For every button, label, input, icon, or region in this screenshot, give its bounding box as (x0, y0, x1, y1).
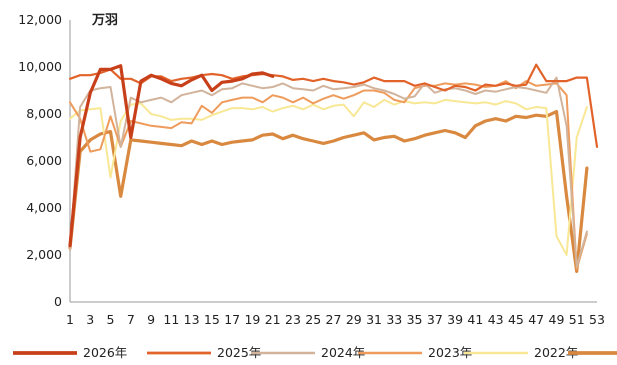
y-axis: 0 2,000 4,000 6,000 8,000 10,000 12,000 (18, 12, 71, 309)
y-tick-label: 2,000 (26, 247, 62, 262)
x-tick-label: 25 (305, 312, 321, 327)
x-tick-label: 1 (66, 312, 74, 327)
legend: 2026年2025年2024年2023年2022年2021年 (13, 345, 617, 360)
x-tick-label: 33 (386, 312, 402, 327)
x-tick-label: 29 (346, 312, 362, 327)
series-line-4 (69, 80, 588, 271)
series-line-3 (69, 76, 588, 268)
x-axis: 1 3 5 7 9 11 13 15 17 19 21 23 25 27 29 31 33 35 37 39 41 43 4… (66, 301, 605, 327)
x-tick-label: 11 (163, 312, 179, 327)
x-tick-label: 9 (147, 312, 155, 327)
legend-label: 2022年 (534, 345, 578, 360)
series-line-5 (69, 98, 588, 256)
y-tick-label: 12,000 (18, 12, 62, 27)
unit-label: 万羽 (91, 13, 118, 28)
y-tick-label: 4,000 (26, 200, 62, 215)
x-tick-label: 5 (107, 312, 115, 327)
x-tick-label: 43 (488, 312, 504, 327)
x-tick-label: 21 (265, 312, 281, 327)
x-tick-label: 53 (589, 312, 605, 327)
legend-label: 2025年 (217, 345, 261, 360)
x-tick-label: 23 (285, 312, 301, 327)
legend-label: 2024年 (321, 345, 365, 360)
x-tick-label: 37 (427, 312, 443, 327)
x-tick-label: 17 (224, 312, 240, 327)
y-tick-label: 0 (54, 294, 62, 309)
x-tick-label: 13 (184, 312, 200, 327)
x-tick-label: 19 (244, 312, 260, 327)
x-tick-label: 27 (326, 312, 342, 327)
x-tick-label: 47 (528, 312, 544, 327)
series-line-6 (68, 109, 589, 273)
x-tick-label: 35 (407, 312, 423, 327)
x-tick-label: 41 (467, 312, 483, 327)
y-tick-label: 8,000 (26, 106, 62, 121)
series-line-1 (68, 64, 275, 248)
legend-label: 2026年 (83, 345, 127, 360)
x-tick-label: 31 (366, 312, 382, 327)
legend-label: 2023年 (428, 345, 472, 360)
x-tick-label: 3 (86, 312, 94, 327)
x-tick-label: 49 (549, 312, 565, 327)
series-lines (68, 63, 599, 273)
x-tick-label: 51 (569, 312, 585, 327)
x-tick-label: 39 (447, 312, 463, 327)
y-tick-label: 6,000 (26, 153, 62, 168)
x-tick-label: 15 (204, 312, 220, 327)
x-tick-label: 45 (508, 312, 524, 327)
x-tick-label: 7 (127, 312, 135, 327)
y-tick-label: 10,000 (18, 59, 62, 74)
